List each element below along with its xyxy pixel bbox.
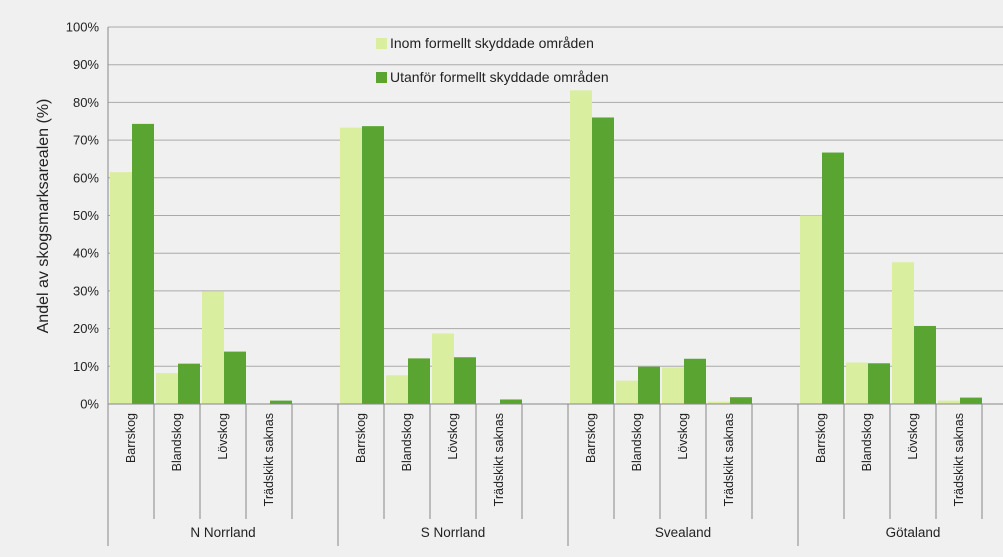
category-label: Barrskog — [584, 413, 598, 463]
category-label: Trädskikt saknas — [952, 413, 966, 506]
y-tick-label: 20% — [73, 321, 99, 336]
bar-utanfor — [454, 357, 476, 404]
bar-utanfor — [638, 366, 660, 404]
category-label: Barrskog — [124, 413, 138, 463]
y-tick-label: 0% — [80, 397, 99, 412]
y-tick-label: 100% — [66, 20, 100, 35]
bar-utanfor — [730, 397, 752, 404]
bar-inom — [892, 262, 914, 404]
group-label: S Norrland — [421, 525, 486, 540]
category-label: Barrskog — [814, 413, 828, 463]
bar-utanfor — [960, 397, 982, 404]
y-tick-label: 50% — [73, 208, 99, 223]
bar-utanfor — [178, 363, 200, 404]
bar-utanfor — [362, 126, 384, 404]
group-label: N Norrland — [190, 525, 255, 540]
y-tick-label: 60% — [73, 170, 99, 185]
y-tick-label: 10% — [73, 359, 99, 374]
bar-inom — [340, 127, 362, 404]
bar-inom — [386, 375, 408, 404]
category-label: Blandskog — [170, 413, 184, 471]
bar-inom — [202, 291, 224, 404]
group-label: Götaland — [886, 525, 941, 540]
bar-inom — [800, 215, 822, 404]
gridlines — [108, 26, 1003, 405]
y-tick-label: 30% — [73, 283, 99, 298]
legend-label-inom: Inom formellt skyddade områden — [390, 35, 594, 51]
axis-labels: 0% 10% 20% 30% 40% 50% 60% 70% 80% 90% 100% Barrsko… — [66, 20, 966, 541]
legend-label-utanfor: Utanför formellt skyddade områden — [390, 69, 609, 85]
bar-utanfor — [408, 358, 430, 404]
y-tick-label: 40% — [73, 246, 99, 261]
bar-inom — [708, 401, 730, 404]
axes — [107, 27, 1003, 546]
y-tick-label: 70% — [73, 133, 99, 148]
category-label: Trädskikt saknas — [262, 413, 276, 506]
bar-inom — [616, 380, 638, 404]
bar-inom — [110, 172, 132, 404]
category-label: Lövskog — [906, 413, 920, 460]
bar-inom — [846, 362, 868, 404]
category-label: Blandskog — [860, 413, 874, 471]
category-label: Lövskog — [216, 413, 230, 460]
y-tick-label: 90% — [73, 57, 99, 72]
bar-inom — [938, 400, 960, 404]
legend-swatch-utanfor — [376, 72, 387, 83]
bar-utanfor — [132, 123, 154, 404]
bar-inom — [570, 90, 592, 404]
bar-utanfor — [914, 325, 936, 404]
category-label: Trädskikt saknas — [492, 413, 506, 506]
category-label: Barrskog — [354, 413, 368, 463]
bars — [110, 90, 982, 404]
legend-swatch-inom — [376, 38, 387, 49]
bar-utanfor — [822, 152, 844, 404]
category-label: Lövskog — [446, 413, 460, 460]
bar-inom — [156, 373, 178, 404]
bar-utanfor — [592, 117, 614, 404]
category-label: Blandskog — [630, 413, 644, 471]
bar-utanfor — [270, 400, 292, 404]
bar-inom — [432, 333, 454, 404]
bar-utanfor — [868, 363, 890, 404]
legend: Inom formellt skyddade områden Utanför f… — [376, 35, 609, 85]
bar-utanfor — [224, 351, 246, 404]
bar-utanfor — [684, 358, 706, 404]
bar-inom — [662, 367, 684, 404]
category-label: Blandskog — [400, 413, 414, 471]
bar-utanfor — [500, 399, 522, 404]
category-label: Trädskikt saknas — [722, 413, 736, 506]
y-axis-label: Andel av skogsmarksarealen (%) — [35, 99, 52, 334]
group-label: Svealand — [655, 525, 711, 540]
y-tick-label: 80% — [73, 95, 99, 110]
category-label: Lövskog — [676, 413, 690, 460]
